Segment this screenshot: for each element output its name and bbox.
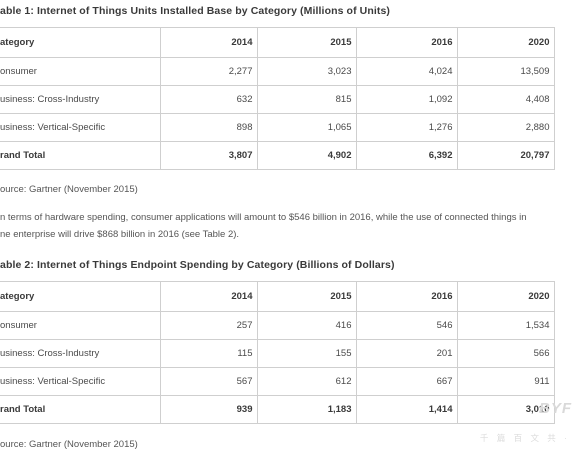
total-label: rand Total [0,395,161,424]
cell-value: 567 [159,367,258,396]
header-category: ategory [0,27,161,58]
header-year: 2015 [256,281,357,312]
cell-value: 667 [355,367,458,396]
body-paragraph: n terms of hardware spending, consumer a… [0,209,527,243]
paragraph-line: ne enterprise will drive $868 billion in… [0,229,240,240]
cell-value: 632 [159,85,258,114]
cell-value: 815 [256,85,357,114]
table-row: usiness: Vertical-Specific 567 612 667 9… [0,367,555,396]
cell-value: 257 [159,311,258,340]
header-year: 2020 [456,281,555,312]
table-row: usiness: Cross-Industry 115 155 201 566 [0,339,555,368]
cell-value: 201 [355,339,458,368]
table-row: usiness: Cross-Industry 632 815 1,092 4,… [0,85,555,114]
row-label: usiness: Vertical-Specific [0,113,161,142]
cell-value: 1,092 [355,85,458,114]
table-row: onsumer 257 416 546 1,534 [0,311,555,340]
cell-value: 4,024 [355,57,458,86]
cell-value: 2,277 [159,57,258,86]
row-label: usiness: Cross-Industry [0,339,161,368]
table1-caption: able 1: Internet of Things Units Install… [0,5,391,17]
header-year: 2020 [456,27,555,58]
table2-source: ource: Gartner (November 2015) [0,439,138,450]
table2-caption: able 2: Internet of Things Endpoint Spen… [0,259,395,271]
table1: ategory 2014 2015 2016 2020 onsumer 2,27… [0,27,555,170]
total-value: 6,392 [355,141,458,170]
cell-value: 2,880 [456,113,555,142]
total-value: 20,797 [456,141,555,170]
table1-header-row: ategory 2014 2015 2016 2020 [0,27,555,58]
row-label: onsumer [0,57,161,86]
cell-value: 898 [159,113,258,142]
table2-total-row: rand Total 939 1,183 1,414 3,010 [0,395,555,424]
cell-value: 546 [355,311,458,340]
table1-total-row: rand Total 3,807 4,902 6,392 20,797 [0,141,555,170]
cell-value: 566 [456,339,555,368]
total-value: 939 [159,395,258,424]
cell-value: 3,023 [256,57,357,86]
row-label: onsumer [0,311,161,340]
cell-value: 115 [159,339,258,368]
table-row: usiness: Vertical-Specific 898 1,065 1,2… [0,113,555,142]
cell-value: 911 [456,367,555,396]
row-label: usiness: Vertical-Specific [0,367,161,396]
cell-value: 13,509 [456,57,555,86]
cell-value: 1,534 [456,311,555,340]
total-value: 3,807 [159,141,258,170]
total-value: 1,414 [355,395,458,424]
watermark-subtitle: 千 篇 百 文 共 · [479,433,570,443]
cell-value: 4,408 [456,85,555,114]
total-value: 4,902 [256,141,357,170]
table2: ategory 2014 2015 2016 2020 onsumer 257 … [0,281,555,424]
header-year: 2016 [355,281,458,312]
header-category: ategory [0,281,161,312]
watermark-logo: BYF [539,400,572,417]
total-value: 1,183 [256,395,357,424]
table1-source: ource: Gartner (November 2015) [0,184,138,195]
cell-value: 155 [256,339,357,368]
cell-value: 1,276 [355,113,458,142]
total-label: rand Total [0,141,161,170]
table2-header-row: ategory 2014 2015 2016 2020 [0,281,555,312]
total-value: 3,010 [456,395,555,424]
header-year: 2016 [355,27,458,58]
header-year: 2015 [256,27,357,58]
paragraph-line: n terms of hardware spending, consumer a… [0,212,527,223]
cell-value: 416 [256,311,357,340]
cell-value: 612 [256,367,357,396]
row-label: usiness: Cross-Industry [0,85,161,114]
cell-value: 1,065 [256,113,357,142]
table-row: onsumer 2,277 3,023 4,024 13,509 [0,57,555,86]
header-year: 2014 [159,27,258,58]
header-year: 2014 [159,281,258,312]
